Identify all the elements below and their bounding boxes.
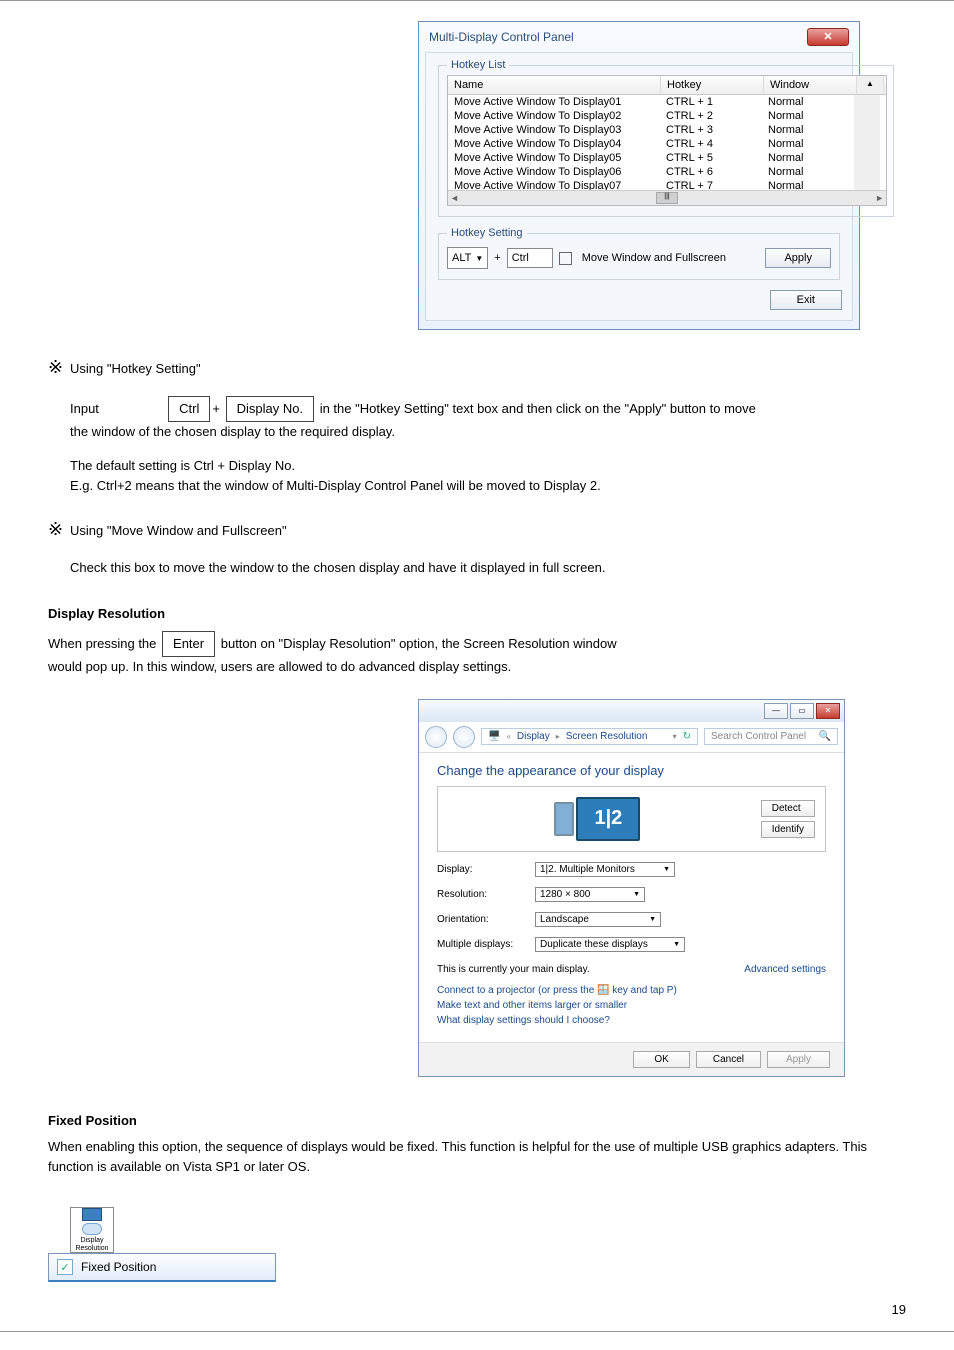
display-select[interactable]: 1|2. Multiple Monitors▼ [535,862,675,877]
table-row[interactable]: Move Active Window To Display05CTRL + 5N… [448,151,886,165]
orientation-label: Orientation: [437,914,535,925]
chevron-down-icon[interactable]: ▾ [673,732,677,741]
identify-button[interactable]: Identify [761,821,815,838]
larger-text-link[interactable]: Make text and other items larger or smal… [437,1000,826,1011]
multiple-label: Multiple displays: [437,939,535,950]
display-resolution-tray-icon[interactable]: DisplayResolution [70,1207,114,1253]
scroll-right-icon[interactable]: ► [875,193,884,203]
close-button[interactable]: ✕ [807,28,849,46]
sr-heading: Change the appearance of your display [437,763,826,778]
screen-resolution-window: — ▭ ✕ 🖥️ « Display ▸ Screen Resolution ▾… [418,699,845,1077]
table-row[interactable]: Move Active Window To Display07CTRL + 7N… [448,179,886,190]
hotkey-list-group: Hotkey List Name Hotkey Window ▲ Move Ac… [438,59,894,217]
plus-label: + [494,252,500,264]
exit-button[interactable]: Exit [770,290,842,310]
refresh-icon[interactable]: ↻ [683,731,691,742]
col-window[interactable]: Window [764,76,857,94]
monitor-main[interactable]: 1|2 [576,797,640,841]
resolution-select[interactable]: 1280 × 800▼ [535,887,645,902]
main-display-note: This is currently your main display. [437,964,590,975]
scroll-up-icon[interactable]: ▲ [857,76,884,94]
fixed-position-heading: Fixed Position [48,1111,906,1131]
monitor-icon: 🖥️ [488,731,500,742]
monitor-side[interactable] [554,802,574,836]
hotkey-input[interactable]: Ctrl [507,248,553,268]
hotkey-table: Name Hotkey Window ▲ Move Active Window … [447,75,887,206]
using-move-para: Check this box to move the window to the… [70,558,858,578]
modifier-value: ALT [452,252,471,264]
orientation-select[interactable]: Landscape▼ [535,912,661,927]
table-row[interactable]: Move Active Window To Display04CTRL + 4N… [448,137,886,151]
search-icon: 🔍 [819,731,831,742]
hotkey-setting-legend: Hotkey Setting [447,227,527,239]
detect-button[interactable]: Detect [761,800,815,817]
multi-display-dialog: Multi-Display Control Panel ✕ Hotkey Lis… [418,21,860,330]
apply-button[interactable]: Apply [765,248,831,268]
search-input[interactable]: Search Control Panel 🔍 [704,728,838,745]
display-no-box: Display No. [226,396,314,422]
multiple-select[interactable]: Duplicate these displays▼ [535,937,685,952]
horizontal-scrollbar[interactable]: ◄ ||| ► [448,190,886,205]
minimize-button[interactable]: — [764,703,788,719]
col-name[interactable]: Name [448,76,661,94]
advanced-settings-link[interactable]: Advanced settings [744,964,826,975]
monitor-preview: 1|2 Detect Identify [437,786,826,852]
table-row[interactable]: Move Active Window To Display03CTRL + 3N… [448,123,886,137]
resolution-label: Resolution: [437,889,535,900]
fullscreen-checkbox[interactable] [559,252,572,265]
table-row[interactable]: Move Active Window To Display02CTRL + 2N… [448,109,886,123]
scroll-left-icon[interactable]: ◄ [450,193,459,203]
modifier-select[interactable]: ALT ▼ [447,247,488,269]
table-row[interactable]: Move Active Window To Display06CTRL + 6N… [448,165,886,179]
display-label: Display: [437,864,535,875]
ok-button[interactable]: OK [633,1051,689,1068]
display-resolution-heading: Display Resolution [48,604,906,624]
fixed-position-para: When enabling this option, the sequence … [48,1137,906,1177]
dialog-title: Multi-Display Control Panel [429,30,574,44]
page-number: 19 [892,1302,906,1317]
hotkey-list-legend: Hotkey List [447,59,509,71]
col-hotkey[interactable]: Hotkey [661,76,764,94]
enter-box: Enter [162,631,215,657]
back-button[interactable] [425,726,447,748]
fullscreen-label: Move Window and Fullscreen [582,252,726,264]
close-icon: ✕ [823,32,832,43]
check-icon: ✓ [57,1259,73,1275]
using-move-heading: ※Using "Move Window and Fullscreen" [48,516,906,544]
projector-link[interactable]: Connect to a projector (or press the 🪟 k… [437,985,826,996]
display-resolution-para: When pressing the Enter button on "Displ… [48,631,906,677]
using-hotkey-heading: ※Using "Hotkey Setting" [48,354,906,382]
ctrl-box: Ctrl [168,396,210,422]
which-settings-link[interactable]: What display settings should I choose? [437,1015,826,1026]
fixed-position-menu-item[interactable]: ✓ Fixed Position [48,1253,276,1282]
using-hotkey-para: Input Ctrl+ Display No. in the "Hotkey S… [70,396,858,442]
table-row[interactable]: Move Active Window To Display01CTRL + 1N… [448,95,886,109]
cancel-button[interactable]: Cancel [696,1051,761,1068]
menu-label: Fixed Position [81,1260,156,1274]
hotkey-setting-group: Hotkey Setting ALT ▼ + Ctrl Move Window … [438,227,840,280]
scroll-thumb[interactable]: ||| [656,192,678,204]
address-bar[interactable]: 🖥️ « Display ▸ Screen Resolution ▾ ↻ [481,728,698,745]
default-setting-para: The default setting is Ctrl + Display No… [70,456,858,496]
apply-button-disabled: Apply [767,1051,830,1068]
close-button[interactable]: ✕ [816,703,840,719]
chevron-down-icon: ▼ [475,254,483,263]
maximize-button[interactable]: ▭ [790,703,814,719]
forward-button[interactable] [453,726,475,748]
